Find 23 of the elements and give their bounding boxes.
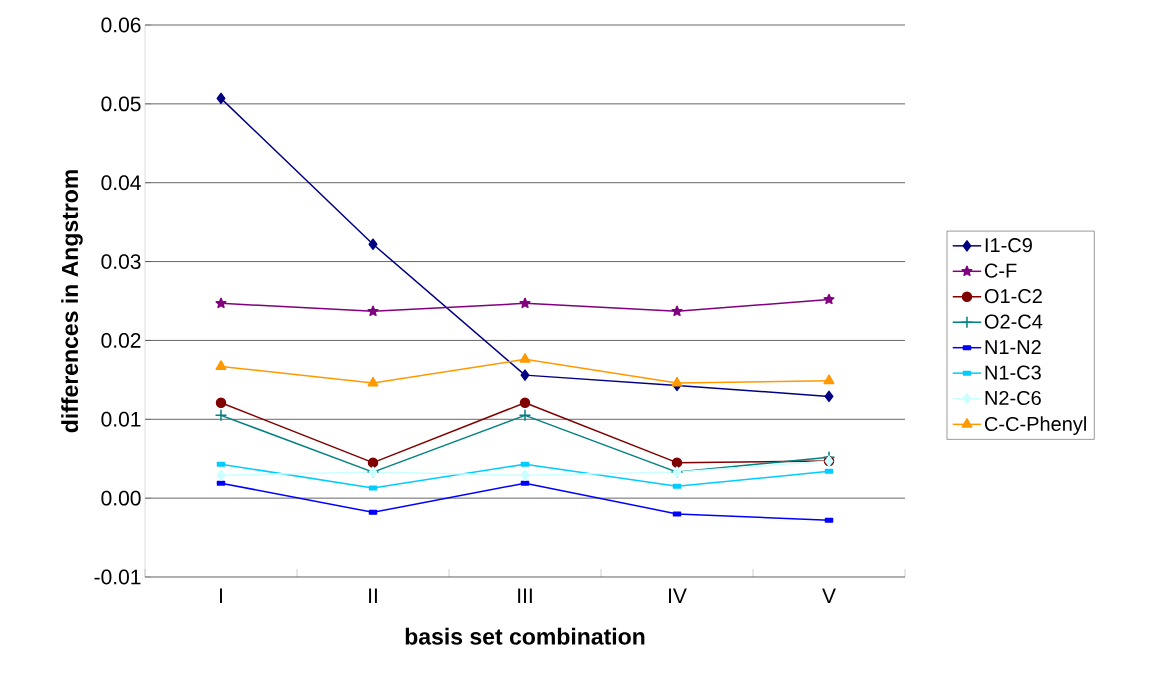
x-tick-label: I bbox=[220, 588, 222, 603]
x-tick-label: IV bbox=[669, 588, 687, 603]
legend-label: C-F bbox=[984, 263, 1017, 278]
x-tick-label: V bbox=[822, 588, 836, 603]
x-axis-title: basis set combination bbox=[405, 627, 645, 645]
legend-label: N1-N2 bbox=[985, 339, 1041, 354]
legend-label: N2-C6 bbox=[985, 390, 1041, 406]
legend-label: I1-C9 bbox=[985, 238, 1032, 253]
x-tick-label: III bbox=[518, 588, 532, 603]
legend-label: C-C-Phenyl bbox=[984, 416, 1086, 435]
y-tick-label: 0.02 bbox=[101, 333, 141, 348]
y-tick-label: 0.00 bbox=[101, 490, 141, 506]
y-axis-title: differences in Angstrom bbox=[61, 170, 83, 433]
y-tick-label: -0.01 bbox=[94, 569, 141, 585]
x-tick-label: II bbox=[369, 588, 377, 603]
y-tick-label: 0.04 bbox=[101, 175, 141, 191]
legend-label: N1-C3 bbox=[985, 365, 1041, 380]
y-tick-label: 0.01 bbox=[101, 411, 141, 427]
y-tick-label: 0.06 bbox=[101, 17, 141, 33]
y-tick-label: 0.03 bbox=[101, 254, 141, 270]
legend-label: O1-C2 bbox=[984, 289, 1042, 304]
y-tick-label: 0.05 bbox=[101, 96, 141, 112]
legend-label: O2-C4 bbox=[984, 314, 1043, 329]
